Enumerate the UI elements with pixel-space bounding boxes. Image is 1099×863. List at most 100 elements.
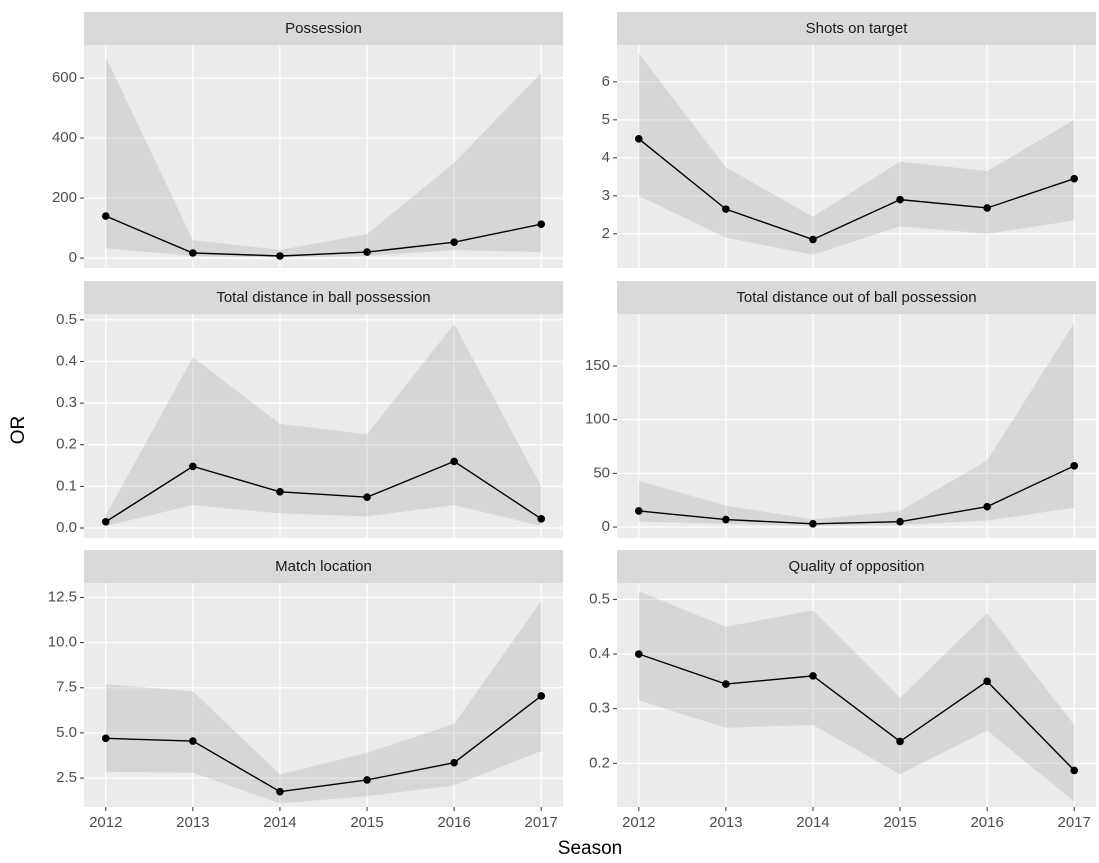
y-tick-label: 50 [593, 464, 610, 481]
y-tick-label: 0 [602, 518, 610, 535]
point [983, 502, 991, 511]
y-tick-label: 0.2 [589, 754, 610, 771]
y-tick-label: 0.5 [589, 590, 610, 607]
x-tick-label: 2013 [176, 814, 209, 831]
y-tick-label: 600 [52, 69, 77, 86]
x-tick-label: 2017 [1058, 814, 1091, 831]
y-tick-label: 400 [52, 129, 77, 146]
point [1070, 766, 1079, 775]
point [189, 462, 197, 471]
point [276, 487, 284, 496]
point [101, 517, 110, 526]
line [638, 465, 1075, 525]
y-tick-label: 12.5 [48, 588, 77, 605]
y-tick-label: 10.0 [48, 634, 77, 651]
point [809, 520, 817, 528]
y-tick-label: 2.5 [56, 769, 77, 786]
y-tick-label: 0.2 [56, 436, 77, 453]
strip-background [84, 550, 563, 583]
point [450, 457, 458, 466]
y-tick-label: 100 [585, 411, 610, 428]
x-tick-label: 2015 [883, 814, 916, 831]
y-axis-title: OR [8, 416, 29, 445]
point [363, 248, 371, 256]
panel-background [84, 583, 563, 807]
confidence-band [638, 591, 1075, 802]
x-tick-label: 2014 [796, 814, 829, 831]
point [1070, 174, 1079, 183]
point [1070, 462, 1079, 470]
y-tick-label: 6 [602, 73, 610, 90]
confidence-band [105, 57, 542, 258]
point [189, 737, 197, 745]
point [537, 692, 546, 700]
x-tick-label: 2012 [89, 814, 122, 831]
point [896, 737, 904, 746]
point [634, 650, 643, 658]
x-tick-label: 2014 [263, 814, 296, 831]
point [537, 515, 546, 523]
point [983, 677, 991, 686]
panel-background [617, 314, 1096, 538]
y-tick-label: 0.1 [56, 477, 77, 494]
line [638, 138, 1075, 241]
point [101, 734, 110, 743]
strip-title: Total distance out of ball possession [736, 289, 976, 306]
strip-background [84, 281, 563, 314]
y-tick-label: 0.3 [589, 700, 610, 717]
strip-title: Quality of opposition [789, 558, 925, 575]
line [638, 653, 1075, 771]
point [722, 205, 730, 213]
y-tick-label: 0.5 [56, 311, 77, 328]
y-tick-label: 0.4 [589, 645, 610, 662]
y-tick-label: 4 [602, 149, 610, 166]
y-tick-label: 3 [602, 187, 610, 204]
x-axis-title: Season [558, 838, 622, 859]
strip-background [84, 12, 563, 45]
confidence-band [105, 323, 542, 526]
y-tick-label: 2 [602, 225, 610, 242]
strip-title: Total distance in ball possession [216, 289, 430, 306]
x-tick-label: 2012 [622, 814, 655, 831]
point [450, 758, 458, 767]
y-tick-label: 0 [69, 249, 77, 266]
point [896, 517, 904, 526]
y-tick-label: 7.5 [56, 679, 77, 696]
strip-title: Shots on target [806, 20, 909, 37]
y-tick-label: 0.0 [56, 519, 77, 536]
x-tick-label: 2016 [970, 814, 1003, 831]
confidence-band [638, 323, 1075, 526]
line [105, 215, 542, 257]
point [634, 135, 643, 143]
confidence-band [105, 601, 542, 804]
point [537, 220, 546, 228]
point [722, 515, 730, 524]
strip-background [617, 12, 1096, 45]
line [105, 460, 542, 523]
strip-background [617, 281, 1096, 314]
strip-background [617, 550, 1096, 583]
panel-background [84, 45, 563, 268]
confidence-band [638, 53, 1075, 255]
y-tick-label: 5 [602, 111, 610, 128]
point [983, 204, 991, 212]
y-tick-label: 5.0 [56, 724, 77, 741]
point [809, 672, 817, 680]
point [101, 212, 110, 220]
x-tick-label: 2013 [709, 814, 742, 831]
point [809, 235, 817, 244]
point [363, 493, 371, 501]
point [276, 252, 284, 260]
x-tick-label: 2017 [525, 814, 558, 831]
point [276, 787, 284, 796]
point [722, 680, 730, 688]
x-tick-label: 2016 [437, 814, 470, 831]
x-tick-label: 2015 [350, 814, 383, 831]
y-tick-label: 150 [585, 357, 610, 374]
strip-title: Match location [275, 558, 372, 575]
line [105, 695, 542, 793]
panel-background [617, 583, 1096, 807]
strip-title: Possession [285, 20, 362, 37]
point [634, 507, 643, 515]
